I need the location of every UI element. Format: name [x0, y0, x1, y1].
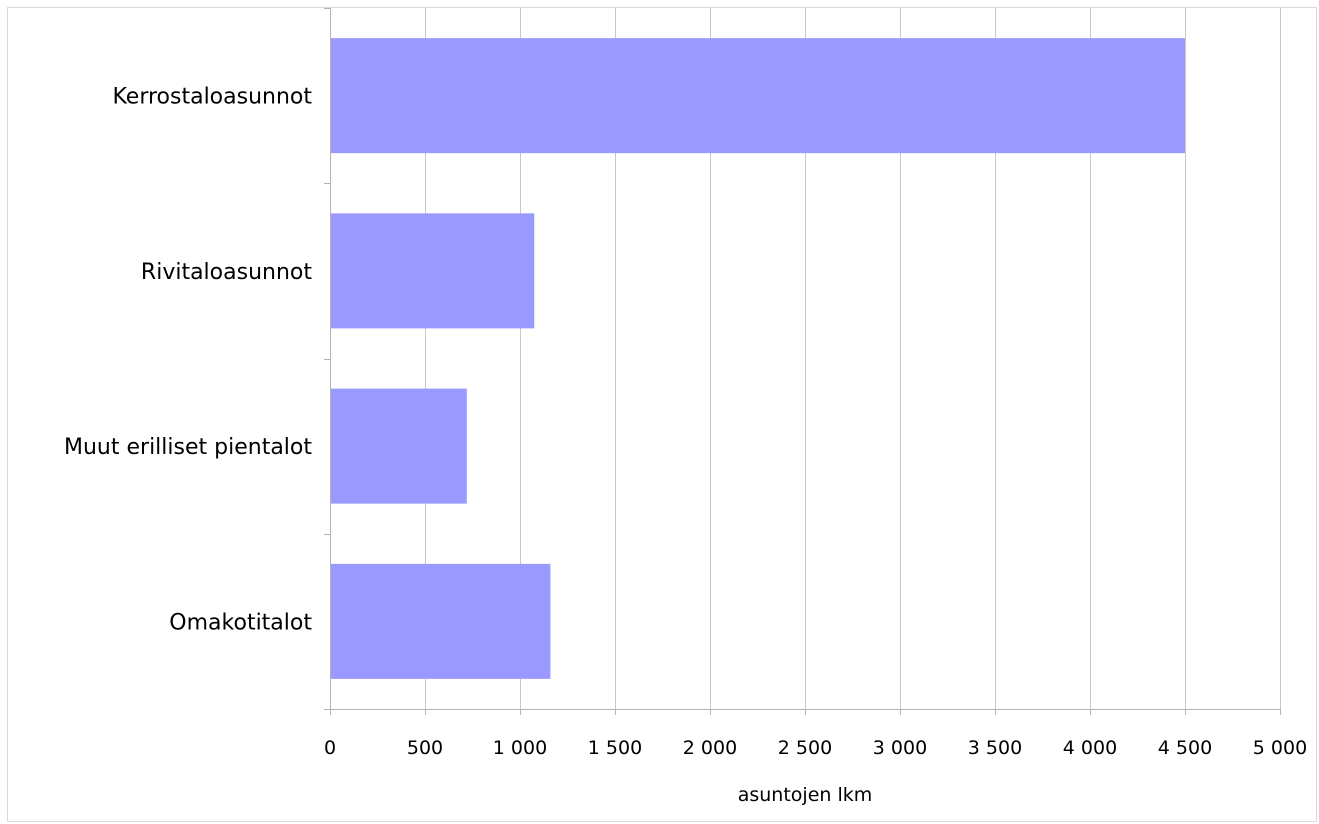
x-tick-label: 2 000 — [683, 737, 737, 759]
x-tick-label: 2 500 — [778, 737, 832, 759]
x-tick-label: 3 000 — [873, 737, 927, 759]
labels: 0 500 1 000 1 500 2 000 2 500 3 000 3 500 4 000 4… — [64, 85, 1307, 759]
x-axis-title: asuntojen lkm — [738, 784, 873, 806]
category-label: Kerrostaloasunnot — [112, 85, 312, 110]
bar — [331, 388, 467, 504]
bar — [331, 563, 551, 679]
x-tick-label: 500 — [407, 737, 443, 759]
category-label: Muut erilliset pientalot — [64, 435, 312, 460]
axes — [324, 8, 1281, 715]
x-tick-label: 3 500 — [968, 737, 1022, 759]
bars — [331, 38, 1185, 679]
x-tick-label: 1 500 — [588, 737, 642, 759]
x-tick-label: 5 000 — [1253, 737, 1307, 759]
bar — [331, 213, 535, 329]
x-tick-label: 0 — [324, 737, 336, 759]
bar — [331, 38, 1185, 154]
bar-chart: 0 500 1 000 1 500 2 000 2 500 3 000 3 500 4 000 4… — [64, 8, 1307, 806]
x-tick-label: 1 000 — [493, 737, 547, 759]
x-tick-label: 4 000 — [1063, 737, 1117, 759]
category-label: Omakotitalot — [169, 610, 312, 635]
chart-frame: 0 500 1 000 1 500 2 000 2 500 3 000 3 500 4 000 4… — [7, 7, 1317, 822]
category-label: Rivitaloasunnot — [141, 260, 312, 285]
x-tick-label: 4 500 — [1158, 737, 1212, 759]
